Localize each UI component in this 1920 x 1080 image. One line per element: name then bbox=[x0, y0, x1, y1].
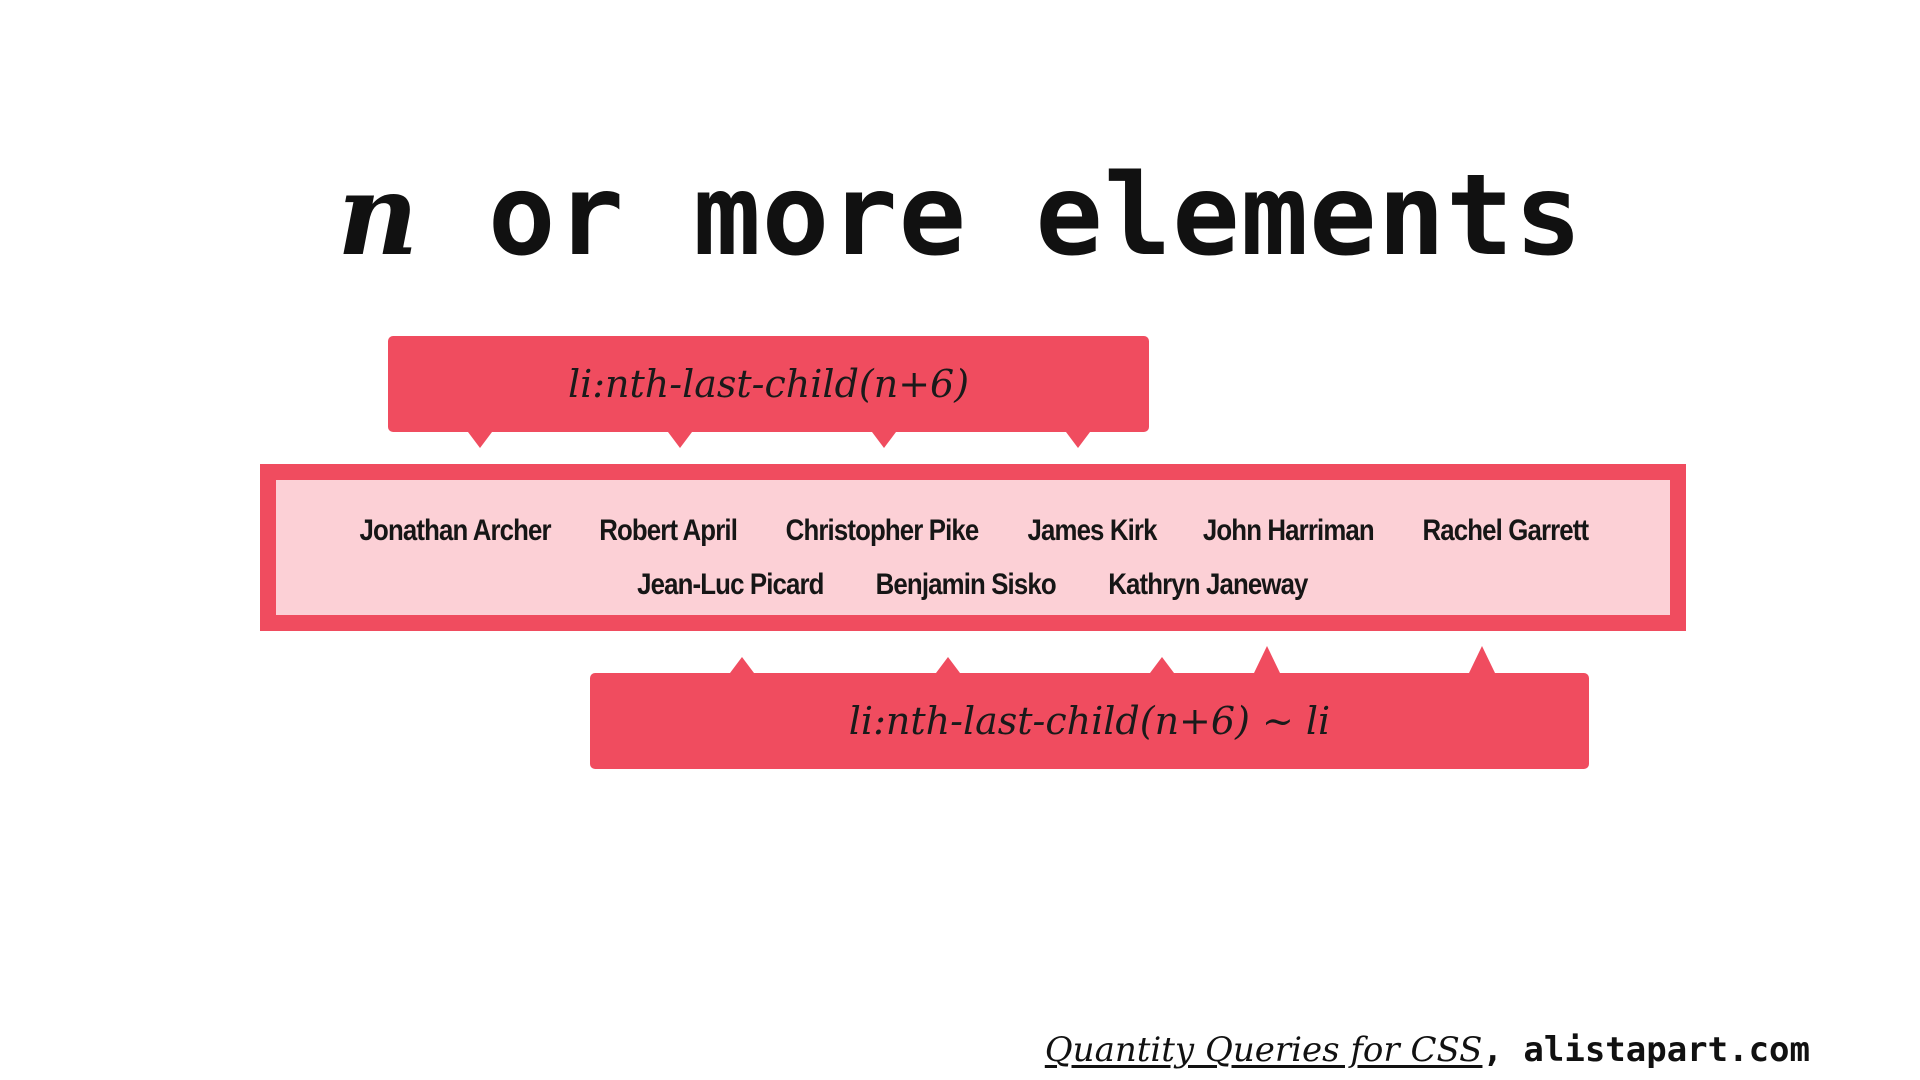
title-variable: n bbox=[337, 150, 420, 282]
pointer-to-item-7 bbox=[730, 657, 754, 673]
title-rest: or more elements bbox=[419, 151, 1583, 282]
list-item: Robert April bbox=[599, 514, 738, 547]
pointer-to-item-1 bbox=[468, 432, 492, 448]
name-list-box: Jonathan Archer Robert April Christopher P… bbox=[260, 464, 1686, 631]
callout-sibling-selector: li:nth-last-child(n+6) ~ li bbox=[590, 673, 1589, 769]
list-item: Jean-Luc Picard bbox=[637, 568, 824, 601]
list-item: James Kirk bbox=[1027, 514, 1157, 547]
pointer-to-item-5 bbox=[1254, 646, 1280, 673]
list-item: Kathryn Janeway bbox=[1108, 568, 1308, 601]
source-site: alistapart.com bbox=[1523, 1030, 1810, 1070]
list-item: Rachel Garrett bbox=[1422, 514, 1590, 547]
pointer-to-item-4 bbox=[1066, 432, 1090, 448]
pointer-to-item-2 bbox=[668, 432, 692, 448]
source-title-link[interactable]: Quantity Queries for CSS bbox=[1044, 1030, 1483, 1070]
source-separator: , bbox=[1482, 1030, 1524, 1070]
list-item: Christopher Pike bbox=[786, 514, 980, 547]
pointer-to-item-3 bbox=[872, 432, 896, 448]
list-item: Jonathan Archer bbox=[359, 514, 551, 547]
pointer-to-item-8 bbox=[936, 657, 960, 673]
pointer-to-item-6 bbox=[1469, 646, 1495, 673]
callout-sibling-selector-text: li:nth-last-child(n+6) ~ li bbox=[848, 699, 1331, 743]
name-list-row-2: Jean-Luc Picard Benjamin Sisko Kathryn Jan… bbox=[276, 568, 1670, 602]
page-title: n or more elements bbox=[0, 160, 1920, 273]
name-list-row-1: Jonathan Archer Robert April Christopher P… bbox=[276, 514, 1670, 548]
callout-first-selector-text: li:nth-last-child(n+6) bbox=[567, 362, 970, 406]
callout-first-selector: li:nth-last-child(n+6) bbox=[388, 336, 1149, 432]
list-item: Benjamin Sisko bbox=[875, 568, 1056, 601]
source-credit: Quantity Queries for CSS, alistapart.com bbox=[1045, 1030, 1810, 1070]
list-item: John Harriman bbox=[1202, 514, 1375, 547]
pointer-to-item-9 bbox=[1150, 657, 1174, 673]
